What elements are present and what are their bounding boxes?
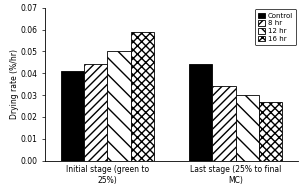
Legend: Control, 8 hr, 12 hr, 16 hr: Control, 8 hr, 12 hr, 16 hr (255, 9, 297, 45)
Bar (84, 64, 108, 161)
Bar (61, 71, 84, 161)
Y-axis label: Drying rate (%/hr): Drying rate (%/hr) (10, 49, 19, 119)
Bar (236, 95, 259, 161)
Bar (189, 64, 212, 161)
Bar (212, 86, 236, 161)
Bar (108, 51, 131, 161)
Bar (131, 32, 154, 161)
Bar (259, 102, 282, 161)
